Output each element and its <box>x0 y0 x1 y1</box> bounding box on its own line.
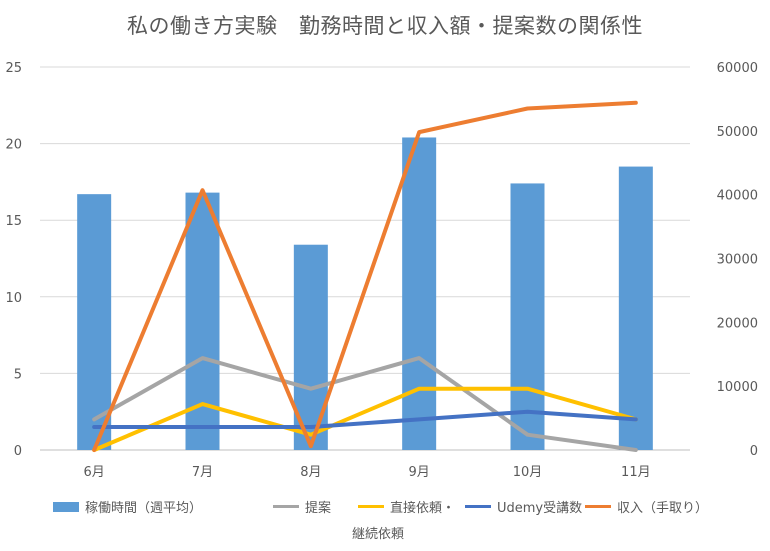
line-income <box>92 100 638 452</box>
y-left-tick-label: 25 <box>5 61 22 76</box>
y-right-tick-label: 10000 <box>717 380 758 395</box>
y-left-tick-label: 15 <box>5 214 22 229</box>
legend-swatch-teian <box>273 505 299 508</box>
legend-item-teian: 提案 <box>273 497 331 516</box>
bar-hours <box>402 137 437 451</box>
x-tick-label: 6月 <box>84 465 105 480</box>
bar-hours <box>510 183 545 450</box>
legend-label-hours: 稼働時間（週平均） <box>85 501 203 516</box>
legend-label-irai-1: 直接依頼・ <box>390 501 456 516</box>
legend-swatch-udemy <box>465 505 491 508</box>
line-udemy <box>92 409 638 430</box>
legend-item-income: 収入（手取り） <box>585 497 708 516</box>
legend-label-income: 収入（手取り） <box>617 501 709 516</box>
y-right-tick-label: 40000 <box>717 189 758 204</box>
legend-item-hours: 稼働時間（週平均） <box>53 497 202 516</box>
line-irai <box>92 386 638 452</box>
legend-label-udemy: Udemy受講数 <box>497 501 583 516</box>
legend-swatch-income <box>585 505 611 508</box>
line-teian <box>92 356 638 452</box>
y-right-tick-label: 30000 <box>717 253 758 268</box>
y-right-tick-label: 50000 <box>717 125 758 140</box>
y-right-tick-label: 0 <box>750 444 758 459</box>
bar-hours <box>618 166 653 450</box>
x-tick-label: 7月 <box>192 465 213 480</box>
y-left-tick-label: 0 <box>14 444 22 459</box>
x-tick-label: 10月 <box>513 465 543 480</box>
x-tick-label: 9月 <box>409 465 430 480</box>
bar-hours <box>77 194 112 450</box>
y-right-tick-label: 60000 <box>717 61 758 76</box>
y-left-tick-label: 10 <box>5 291 22 306</box>
legend-label-teian: 提案 <box>305 501 332 516</box>
legend-swatch-hours <box>53 501 79 512</box>
legend-swatch-irai <box>358 505 384 508</box>
x-tick-label: 11月 <box>621 465 651 480</box>
legend-item-irai: 直接依頼・ <box>358 497 455 516</box>
legend-label-irai-2: 継続依頼 <box>352 527 405 542</box>
x-tick-label: 8月 <box>300 465 321 480</box>
bar-hours <box>185 192 220 450</box>
y-right-tick-label: 20000 <box>717 316 758 331</box>
legend-item-udemy: Udemy受講数 <box>465 497 582 516</box>
y-left-tick-label: 20 <box>5 138 22 153</box>
chart-title: 私の働き方実験 勤務時間と収入額・提案数の関係性 <box>127 14 643 38</box>
legend-item-irai-line2: 継続依頼 <box>352 523 404 542</box>
y-left-tick-label: 5 <box>14 367 22 382</box>
